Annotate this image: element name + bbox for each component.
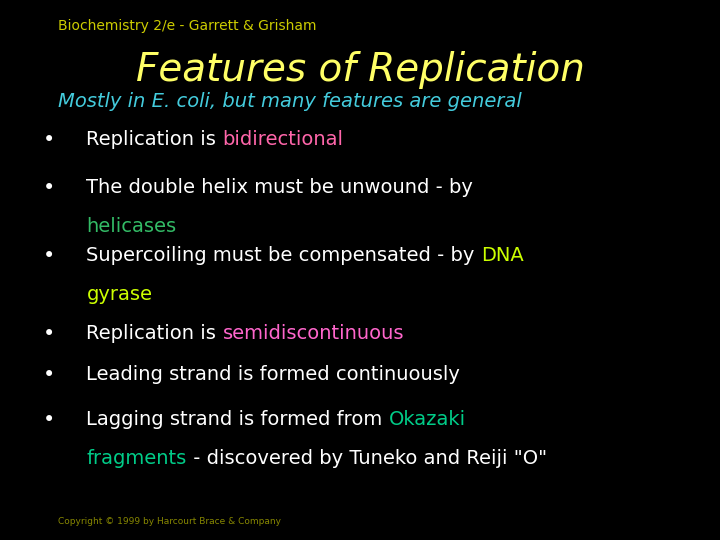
Text: DNA: DNA (481, 246, 523, 265)
Text: gyrase: gyrase (86, 285, 153, 303)
Text: •: • (43, 130, 55, 150)
Text: semidiscontinuous: semidiscontinuous (222, 324, 404, 343)
Text: •: • (43, 246, 55, 266)
Text: Okazaki: Okazaki (389, 410, 466, 429)
Text: Supercoiling must be compensated - by: Supercoiling must be compensated - by (86, 246, 481, 265)
Text: Mostly in E. coli, but many features are general: Mostly in E. coli, but many features are… (58, 92, 521, 111)
Text: bidirectional: bidirectional (222, 130, 343, 148)
Text: Copyright © 1999 by Harcourt Brace & Company: Copyright © 1999 by Harcourt Brace & Com… (58, 517, 281, 526)
Text: •: • (43, 324, 55, 344)
Text: - discovered by Tuneko and Reiji "O": - discovered by Tuneko and Reiji "O" (186, 449, 546, 468)
Text: Biochemistry 2/e - Garrett & Grisham: Biochemistry 2/e - Garrett & Grisham (58, 19, 316, 33)
Text: fragments: fragments (86, 449, 186, 468)
Text: Lagging strand is formed from: Lagging strand is formed from (86, 410, 389, 429)
Text: Features of Replication: Features of Replication (135, 51, 585, 89)
Text: •: • (43, 364, 55, 384)
Text: •: • (43, 178, 55, 198)
Text: Replication is: Replication is (86, 130, 222, 148)
Text: helicases: helicases (86, 217, 176, 236)
Text: •: • (43, 410, 55, 430)
Text: Leading strand is formed continuously: Leading strand is formed continuously (86, 364, 460, 383)
Text: The double helix must be unwound - by: The double helix must be unwound - by (86, 178, 473, 197)
Text: Replication is: Replication is (86, 324, 222, 343)
